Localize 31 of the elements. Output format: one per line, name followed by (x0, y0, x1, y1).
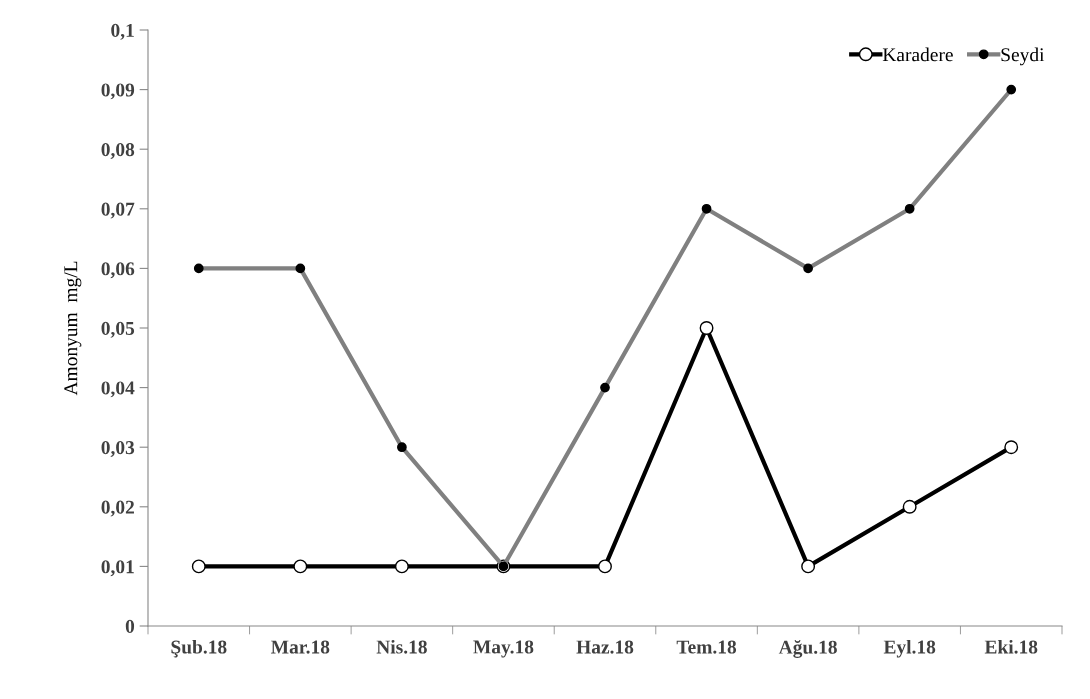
x-tick-label: Nis.18 (376, 639, 427, 654)
y-tick-label: 0,09 (101, 83, 135, 100)
x-tick-label: Tem.18 (676, 640, 737, 654)
y-tick-label: 0,02 (101, 500, 134, 517)
x-tick-label: Ağu.18 (778, 639, 837, 658)
y-axis-title: Amonyum mg/L (64, 261, 82, 396)
legend-label: Seydi (1001, 47, 1045, 66)
y-tick-label: 0 (125, 619, 135, 633)
point (1004, 440, 1019, 455)
y-tick-label: 0,06 (101, 262, 135, 279)
legend-label: Karadere (882, 47, 953, 62)
x-tick-label: Haz.18 (576, 640, 634, 654)
y-tick-label: 0,05 (101, 321, 135, 338)
x-tick-label: May.18 (473, 640, 534, 658)
x-tick-label: Şub.18 (171, 639, 227, 658)
point (394, 559, 409, 574)
point (293, 559, 308, 574)
y-tick-label: 0,08 (101, 143, 135, 159)
point (699, 321, 714, 335)
x-tick-label: Eki.18 (984, 639, 1038, 654)
y-tick-label: 0,04 (101, 381, 135, 398)
y-tick-label: 0,1 (111, 23, 134, 40)
y-tick-label: 0,01 (101, 560, 134, 577)
point (801, 559, 816, 574)
y-tick-label: 0,07 (101, 202, 135, 219)
y-tick-label: 0,03 (101, 441, 135, 457)
point (598, 559, 612, 574)
x-tick-label: Mar.18 (271, 640, 330, 654)
point (902, 499, 917, 514)
point (191, 559, 206, 574)
x-tick-label: Eyl.18 (883, 639, 936, 658)
